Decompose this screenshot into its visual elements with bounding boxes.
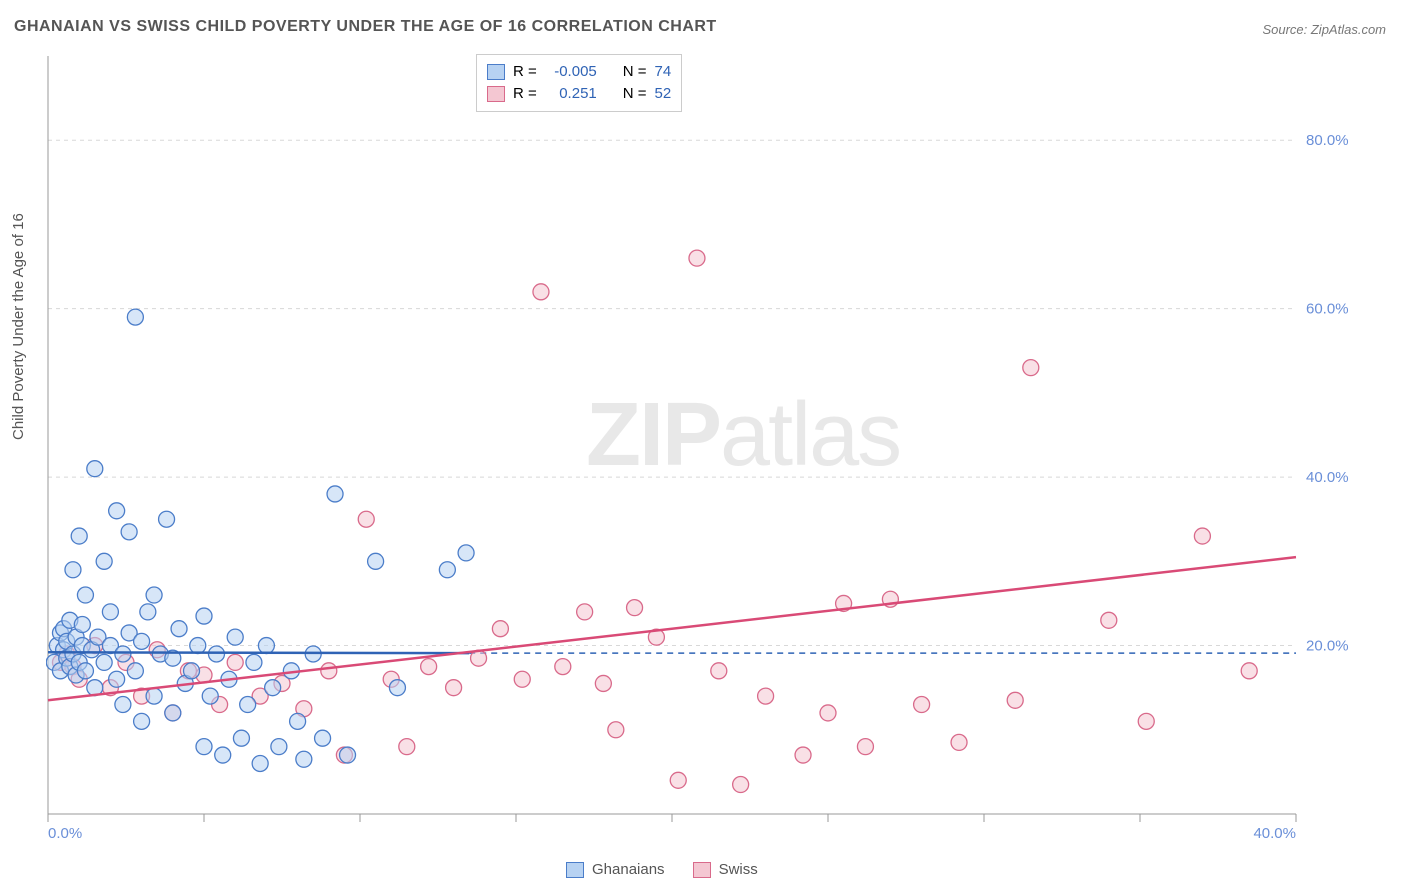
y-axis-label: Child Poverty Under the Age of 16 (10, 213, 27, 440)
svg-text:80.0%: 80.0% (1306, 132, 1349, 149)
swatch-swiss (487, 86, 505, 102)
scatter-chart: 20.0% 40.0% 60.0% 80.0% 0.0% 40.0% (46, 54, 1366, 844)
legend-label-swiss: Swiss (719, 861, 758, 878)
swatch-ghanaians (487, 64, 505, 80)
series-legend: Ghanaians Swiss (566, 861, 758, 878)
r-label: R = (513, 61, 537, 83)
correlation-legend: R = -0.005 N = 74 R = 0.251 N = 52 (476, 54, 682, 112)
svg-text:20.0%: 20.0% (1306, 638, 1349, 655)
n-label: N = (623, 83, 647, 105)
svg-text:40.0%: 40.0% (1253, 825, 1296, 842)
legend-item-swiss: Swiss (693, 861, 758, 878)
swatch-swiss (693, 862, 711, 878)
svg-text:0.0%: 0.0% (48, 825, 82, 842)
n-value-ghanaians: 74 (655, 61, 672, 83)
r-label: R = (513, 83, 537, 105)
plot-area: 20.0% 40.0% 60.0% 80.0% 0.0% 40.0% R = -0.005… (46, 54, 1366, 844)
legend-label-ghanaians: Ghanaians (592, 861, 665, 878)
legend-item-ghanaians: Ghanaians (566, 861, 665, 878)
swatch-ghanaians (566, 862, 584, 878)
svg-text:40.0%: 40.0% (1306, 469, 1349, 486)
n-label: N = (623, 61, 647, 83)
chart-title: GHANAIAN VS SWISS CHILD POVERTY UNDER TH… (14, 18, 717, 36)
r-value-ghanaians: -0.005 (545, 61, 597, 83)
n-value-swiss: 52 (655, 83, 672, 105)
legend-row-ghanaians: R = -0.005 N = 74 (487, 61, 671, 83)
r-value-swiss: 0.251 (545, 83, 597, 105)
legend-row-swiss: R = 0.251 N = 52 (487, 83, 671, 105)
svg-text:60.0%: 60.0% (1306, 301, 1349, 318)
source-label: Source: ZipAtlas.com (1262, 22, 1386, 37)
